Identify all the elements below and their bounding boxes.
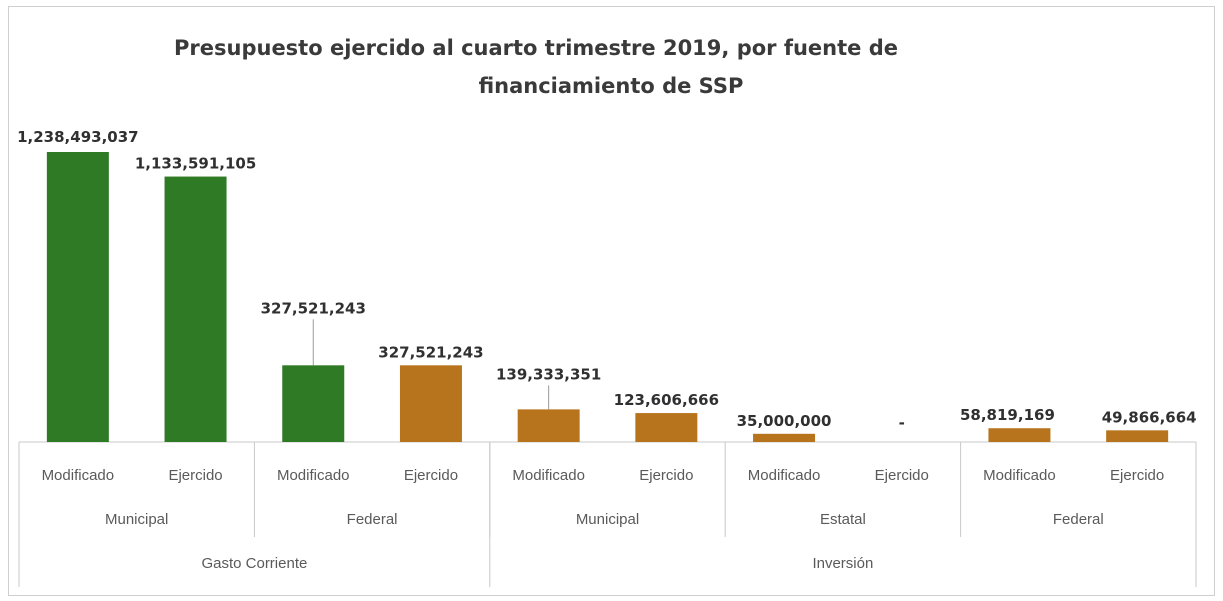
budget-bar-chart: Presupuesto ejercido al cuarto trimestre… — [17, 36, 1197, 587]
group-label-0: Municipal — [105, 511, 168, 528]
data-label-7: - — [899, 414, 905, 432]
category-label-8: Modificado — [983, 467, 1056, 484]
data-label-6: 35,000,000 — [737, 412, 832, 430]
bar-5 — [635, 413, 698, 442]
category-label-1: Ejercido — [168, 467, 222, 484]
category-label-3: Ejercido — [404, 467, 458, 484]
bar-3 — [399, 365, 462, 442]
group-label-2: Municipal — [576, 511, 639, 528]
data-label-0: 1,238,493,037 — [17, 128, 138, 146]
group-label-1: Federal — [347, 511, 398, 528]
bar-6 — [753, 433, 816, 442]
chart-title-line-2: financiamiento de SSP — [479, 74, 744, 98]
category-label-9: Ejercido — [1110, 467, 1164, 484]
chart-title-line-1: Presupuesto ejercido al cuarto trimestre… — [174, 36, 898, 60]
group-label-4: Federal — [1053, 511, 1104, 528]
category-label-4: Modificado — [512, 467, 585, 484]
bar-2 — [282, 365, 345, 442]
category-label-0: Modificado — [42, 467, 115, 484]
supergroup-label-1: Inversión — [812, 555, 873, 572]
category-label-2: Modificado — [277, 467, 350, 484]
data-label-1: 1,133,591,105 — [135, 155, 256, 173]
bar-4 — [517, 409, 580, 442]
data-label-8: 58,819,169 — [960, 406, 1055, 424]
bar-9 — [1106, 430, 1169, 442]
data-label-2: 327,521,243 — [261, 299, 366, 317]
group-label-3: Estatal — [820, 511, 866, 528]
category-label-7: Ejercido — [875, 467, 929, 484]
category-label-5: Ejercido — [639, 467, 693, 484]
data-label-5: 123,606,666 — [614, 391, 719, 409]
chart-frame: Presupuesto ejercido al cuarto trimestre… — [8, 6, 1215, 596]
category-label-6: Modificado — [748, 467, 821, 484]
supergroup-label-0: Gasto Corriente — [201, 555, 307, 572]
bar-1 — [164, 176, 227, 443]
data-label-4: 139,333,351 — [496, 365, 601, 383]
data-label-3: 327,521,243 — [378, 343, 483, 361]
plot-area: 1,238,493,037 Modificado 1,133,591,105 Ejer… — [17, 128, 1197, 587]
bar-8 — [988, 428, 1051, 442]
data-label-9: 49,866,664 — [1102, 408, 1197, 426]
bar-0 — [46, 152, 109, 442]
